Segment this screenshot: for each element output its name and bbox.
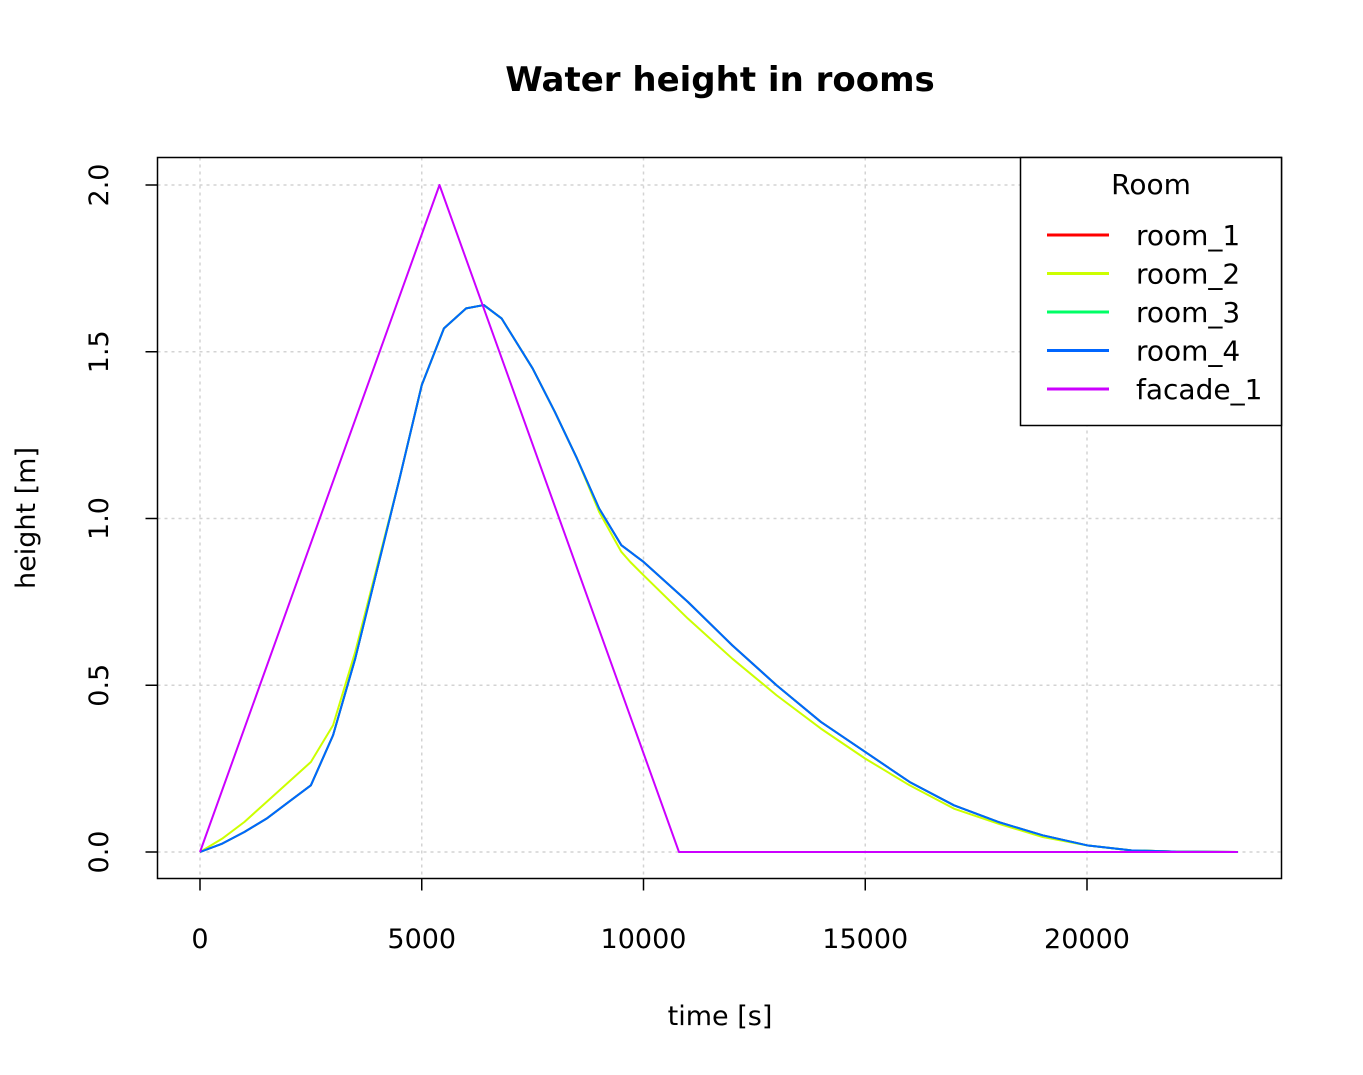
series-layer	[199, 184, 1238, 853]
x-tick-label: 0	[191, 924, 208, 955]
chart-title: Water height in rooms	[505, 60, 935, 100]
y-axis-label: height [m]	[11, 447, 42, 589]
x-tick-label: 5000	[387, 924, 456, 955]
x-tick-label: 10000	[601, 924, 687, 955]
legend: Room room_1 room_2 room_3 room_4 facade_1	[1019, 156, 1283, 427]
y-tick-label: 1.0	[84, 497, 115, 540]
y-tick-label: 1.5	[84, 330, 115, 373]
x-tick-label: 15000	[822, 924, 908, 955]
legend-items: room_1 room_2 room_3 room_4 facade_1	[1047, 219, 1262, 406]
legend-title: Room	[1111, 168, 1191, 201]
x-tick-label: 20000	[1044, 924, 1130, 955]
y-axis: 0.0 0.5 1.0 1.5 2.0	[84, 164, 158, 874]
legend-label-room_4: room_4	[1136, 335, 1240, 368]
legend-label-room_1: room_1	[1136, 219, 1240, 252]
series-line-room_4	[199, 304, 1238, 853]
x-axis-label: time [s]	[668, 1001, 773, 1032]
legend-label-facade_1: facade_1	[1136, 373, 1262, 406]
legend-label-room_2: room_2	[1136, 258, 1240, 291]
y-tick-label: 0.0	[84, 831, 115, 874]
y-tick-label: 2.0	[84, 164, 115, 207]
legend-box	[1019, 156, 1283, 427]
series-line-facade_1	[199, 184, 1238, 853]
legend-label-room_3: room_3	[1136, 296, 1240, 329]
y-tick-label: 0.5	[84, 664, 115, 707]
x-axis: 0 5000 10000 15000 20000	[191, 878, 1130, 955]
